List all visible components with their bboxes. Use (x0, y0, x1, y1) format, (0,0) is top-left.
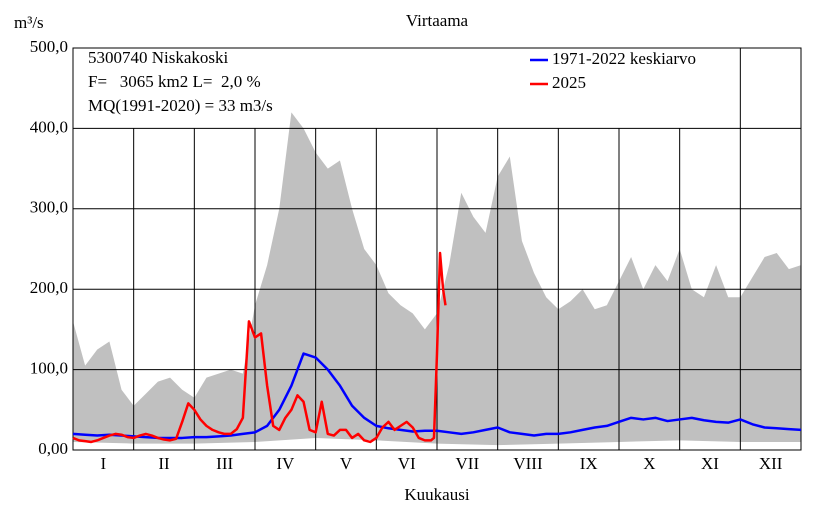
data-line (72, 251, 447, 444)
annotation: MQ(1991-2020) = 33 m3/s (88, 96, 273, 115)
y-tick-label: 400,0 (30, 117, 68, 136)
x-tick-label: VI (398, 454, 416, 473)
x-tick-label: II (158, 454, 170, 473)
y-tick-label: 500,0 (30, 37, 68, 56)
x-tick-label: I (100, 454, 106, 473)
chart-title: Virtaama (406, 11, 469, 30)
plot-frame (72, 47, 802, 451)
x-tick-label: VII (456, 454, 480, 473)
annotation: F= 3065 km2 L= 2,0 % (88, 72, 261, 91)
x-tick-label: III (216, 454, 233, 473)
x-tick-label: IV (276, 454, 295, 473)
x-tick-label: XII (759, 454, 783, 473)
y-tick-label: 300,0 (30, 198, 68, 217)
legend-label: 2025 (552, 73, 586, 92)
x-axis-label: Kuukausi (404, 485, 469, 504)
y-axis-label: m³/s (14, 13, 44, 32)
x-tick-label: V (340, 454, 353, 473)
x-tick-label: X (643, 454, 655, 473)
y-tick-label: 0,00 (38, 439, 68, 458)
legend-label: 1971-2022 keskiarvo (552, 49, 696, 68)
x-tick-label: XI (701, 454, 719, 473)
x-tick-label: VIII (513, 454, 543, 473)
y-tick-label: 200,0 (30, 278, 68, 297)
annotation: 5300740 Niskakoski (88, 48, 229, 67)
x-tick-label: IX (580, 454, 598, 473)
data-line (72, 352, 802, 440)
y-tick-label: 100,0 (30, 359, 68, 378)
